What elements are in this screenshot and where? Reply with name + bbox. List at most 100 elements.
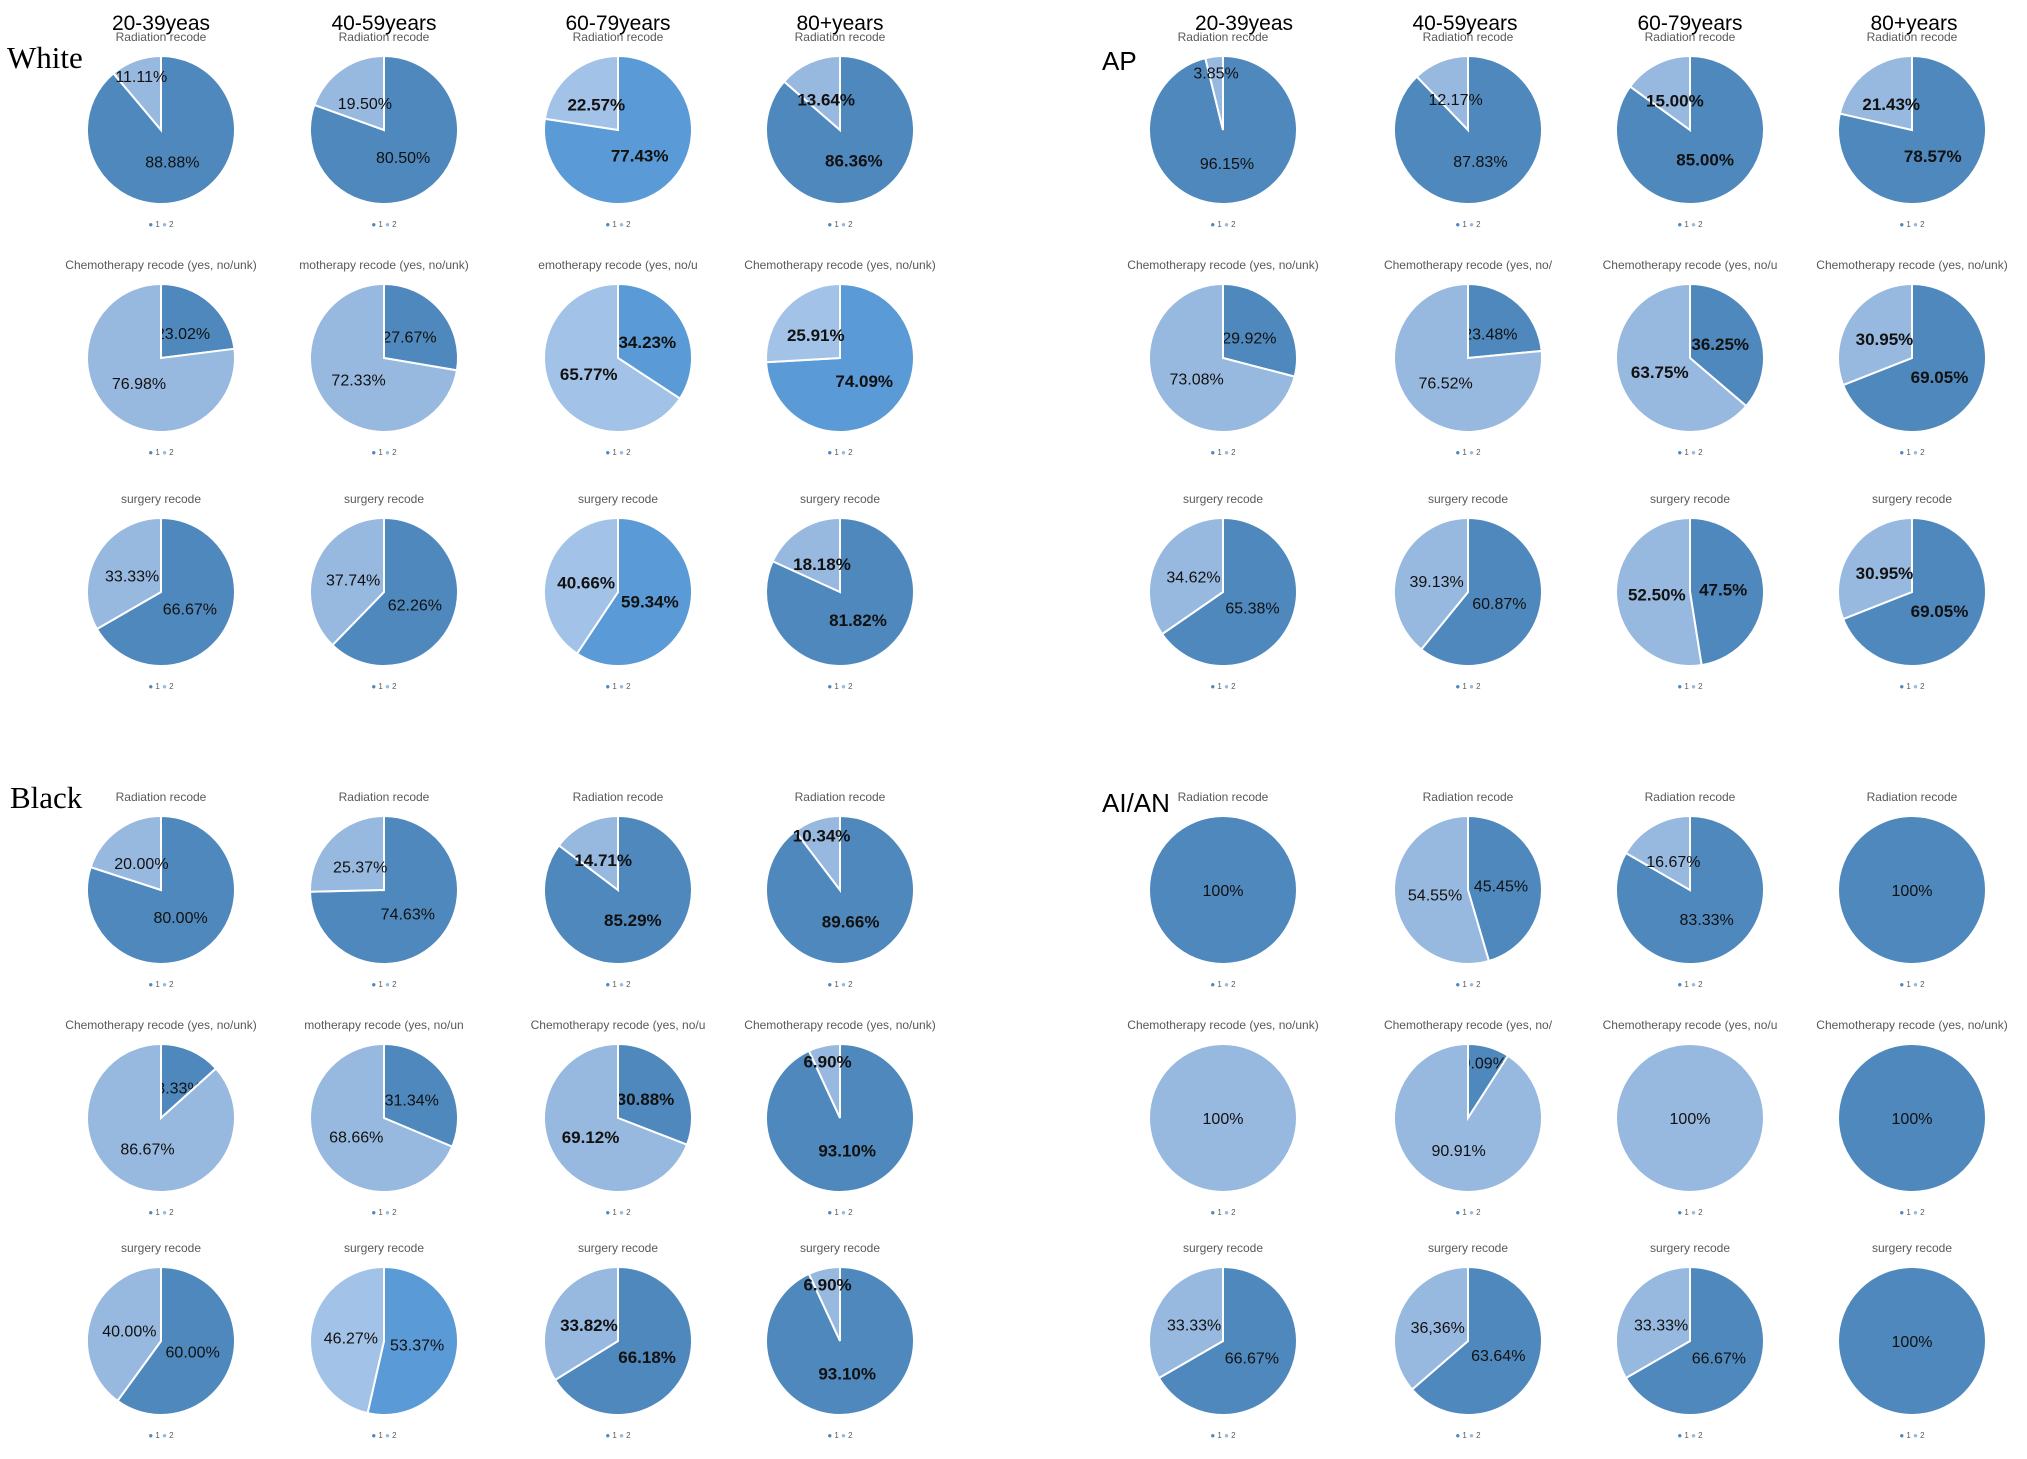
- legend-marker-2: ●: [162, 980, 170, 989]
- legend-marker-1: ●: [371, 682, 379, 691]
- legend-marker-2: ●: [1224, 1208, 1232, 1217]
- pie-chart: 66.67%33.33%: [1615, 1265, 1765, 1416]
- chart-title: Radiation recode: [794, 790, 886, 804]
- legend-label-1: 1: [1684, 448, 1689, 457]
- pie-data-label: 68.66%: [329, 1129, 383, 1146]
- legend-label-2: 2: [169, 980, 174, 989]
- pie-slice-2: [1204, 54, 1224, 131]
- pie-slice-1: [383, 1042, 459, 1149]
- pie-slice-2: [1628, 54, 1691, 132]
- legend-label-2: 2: [169, 682, 174, 691]
- legend-marker-1: ●: [371, 448, 379, 457]
- pie-slice-2: [309, 282, 459, 433]
- pie-chart: 74.63% 25.37%: [308, 814, 459, 965]
- legend-marker-2: ●: [1913, 220, 1921, 229]
- pie-data-label: 74.09%: [835, 372, 893, 391]
- legend-marker-1: ●: [827, 448, 835, 457]
- chart-legend: ● 1 ● 2: [1872, 980, 1952, 989]
- legend-marker-2: ●: [1913, 682, 1921, 691]
- legend-label-1: 1: [612, 220, 617, 229]
- chart-title: Radiation recode: [1644, 790, 1736, 804]
- legend-marker-2: ●: [1913, 448, 1921, 457]
- legend-marker-1: ●: [605, 1208, 613, 1217]
- legend-marker-2: ●: [385, 1431, 393, 1440]
- legend-label-2: 2: [1920, 980, 1925, 989]
- legend-marker-1: ●: [605, 448, 613, 457]
- pie-data-label: 30.95%: [1856, 564, 1914, 583]
- pie-data-label: 18.18%: [793, 555, 851, 574]
- chart-title: Chemotherapy recode (yes, no/unk): [744, 1018, 936, 1032]
- pie-slice-1: [383, 282, 459, 372]
- pie-data-label: 30.88%: [617, 1090, 675, 1109]
- pie-chart: 66.67%33.33%: [1148, 1265, 1298, 1416]
- legend-marker-2: ●: [841, 1208, 849, 1217]
- column-header-40-59: 40-59years: [331, 12, 437, 35]
- chart-legend: ● 1 ● 2: [800, 682, 880, 691]
- legend-label-1: 1: [1906, 1208, 1911, 1217]
- chart-legend: ● 1 ● 2: [1428, 1208, 1508, 1217]
- legend-marker-1: ●: [148, 448, 156, 457]
- chart-title: Radiation recode: [1422, 30, 1514, 44]
- chart-title: surgery recode: [799, 492, 881, 506]
- pie-data-label: 13.64%: [797, 91, 855, 110]
- legend-marker-2: ●: [162, 1431, 170, 1440]
- legend-marker-1: ●: [1899, 980, 1907, 989]
- pie-slice-1: [1148, 815, 1298, 965]
- pie-slice-2: [807, 1042, 841, 1119]
- pie-slice-2: [1615, 516, 1703, 667]
- legend-label-1: 1: [1684, 980, 1689, 989]
- pie-chart: 78.57% 21.43%: [1837, 54, 1987, 205]
- pie-chart: 88.88% 11.11%: [86, 54, 236, 205]
- chart-title: Radiation recode: [1866, 30, 1958, 44]
- chart-title: Radiation recode: [1177, 30, 1269, 44]
- pie-slice-2: [543, 1265, 619, 1382]
- legend-label-1: 1: [1462, 980, 1467, 989]
- legend-marker-2: ●: [1691, 448, 1699, 457]
- pie-data-label: 66.67%: [1692, 1351, 1746, 1368]
- legend-label-1: 1: [1684, 682, 1689, 691]
- legend-marker-2: ●: [385, 220, 393, 229]
- chart-legend: ● 1 ● 2: [1183, 980, 1263, 989]
- chart-legend: ● 1 ● 2: [1183, 448, 1263, 457]
- pie-chart: 31.34% 68.66%: [309, 1042, 459, 1193]
- chart-legend: ● 1 ● 2: [121, 1431, 201, 1440]
- chart-legend: ● 1 ● 2: [1650, 1208, 1730, 1217]
- pie-chart: 96.15% 3.85%: [1148, 54, 1298, 205]
- pie-data-label: 93.10%: [818, 1142, 876, 1161]
- legend-label-1: 1: [1906, 220, 1911, 229]
- pie-slice-2: [1148, 516, 1224, 636]
- column-header-80plus: 80+years: [796, 12, 884, 35]
- pie-data-label: 25.91%: [787, 326, 845, 345]
- legend-label-1: 1: [834, 1208, 839, 1217]
- pie-slice-2: [1837, 516, 1913, 621]
- legend-marker-2: ●: [1224, 1431, 1232, 1440]
- chart-title: Chemotherapy recode (yes, no/unk): [744, 258, 936, 272]
- chart-legend: ● 1 ● 2: [121, 682, 201, 691]
- legend-label-2: 2: [848, 220, 853, 229]
- chart-legend: ● 1 ● 2: [1872, 1431, 1952, 1440]
- pie-chart: 34.23%65.77%: [543, 282, 693, 433]
- pie-slice-1: [160, 1042, 218, 1121]
- legend-label-2: 2: [1231, 980, 1236, 989]
- pie-data-label: 74.63%: [381, 906, 435, 923]
- pie-chart: 87.83% 12.17%: [1393, 54, 1543, 205]
- legend-label-2: 2: [169, 1431, 174, 1440]
- legend-marker-1: ●: [1899, 1208, 1907, 1217]
- chart-legend: ● 1 ● 2: [578, 980, 658, 989]
- chart-title: Radiation recode: [794, 30, 886, 44]
- pie-chart: 69.05% 30.95%: [1837, 282, 1987, 433]
- pie-chart: 93.10% 6.90%: [765, 1265, 915, 1416]
- legend-marker-1: ●: [1677, 1208, 1685, 1217]
- legend-label-1: 1: [1906, 682, 1911, 691]
- pie-chart: 80.50% 19.50%: [309, 54, 459, 205]
- pie-data-label: 33.33%: [105, 568, 159, 585]
- pie-chart: 80.00% 20.00%: [86, 814, 236, 965]
- chart-legend: ● 1 ● 2: [578, 682, 658, 691]
- pie-data-label: 36,36%: [1411, 1320, 1465, 1337]
- legend-marker-1: ●: [371, 220, 379, 229]
- pie-slice-1: [1467, 814, 1543, 963]
- group-label-black: Black: [10, 780, 83, 815]
- legend-label-2: 2: [1920, 1208, 1925, 1217]
- pie-chart: 85.00% 15.00%: [1615, 54, 1765, 205]
- legend-marker-2: ●: [841, 220, 849, 229]
